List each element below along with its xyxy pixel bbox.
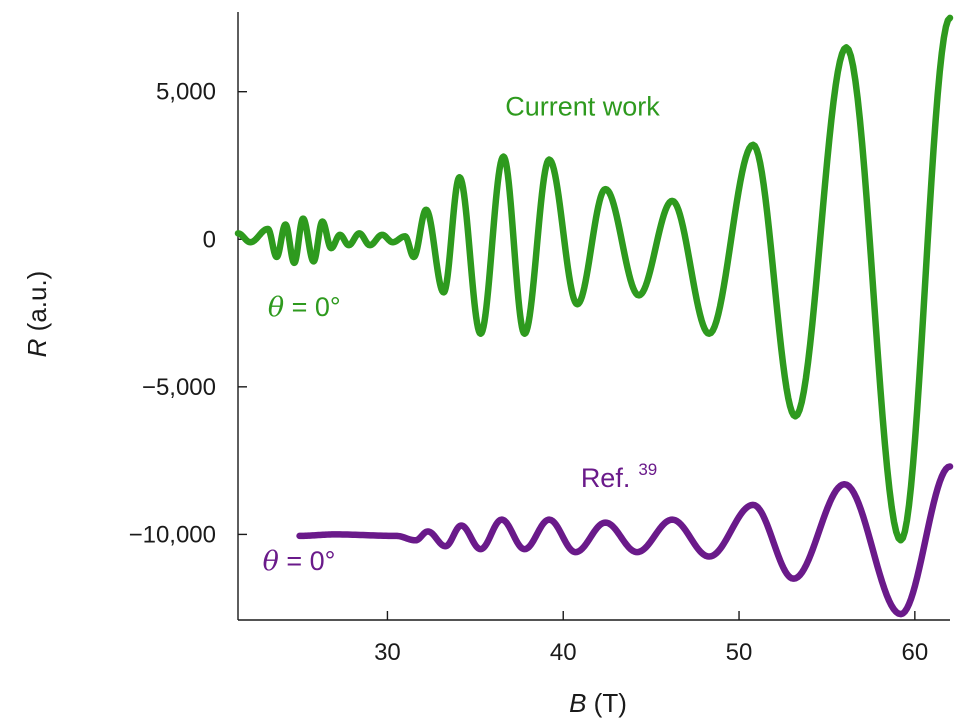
theta-annotation: θ = 0° xyxy=(268,292,341,323)
theta-value: = 0° xyxy=(279,546,336,576)
series-label: Ref. 39 xyxy=(581,460,657,493)
x-axis-title: B (T) xyxy=(569,688,627,718)
series-ref-39: Ref. 39 θ = 0° xyxy=(263,460,954,618)
theta-value: = 0° xyxy=(284,292,341,322)
x-tick-label: 60 xyxy=(901,639,928,666)
y-axis-unit: (a.u.) xyxy=(22,271,52,339)
series-line xyxy=(234,14,954,544)
series-line xyxy=(296,463,954,618)
y-axis-symbol: R xyxy=(22,339,52,358)
series-current-work: Current work θ = 0° xyxy=(234,14,954,544)
x-axis-unit: (T) xyxy=(586,688,626,718)
axes-frame xyxy=(237,12,950,621)
series-label-text: Current work xyxy=(505,91,660,121)
series-label-text: Ref. xyxy=(581,463,631,493)
x-tick-label: 30 xyxy=(374,639,401,666)
labels: B (T) R (a.u.) xyxy=(22,271,627,718)
x-tick-label: 40 xyxy=(550,639,577,666)
y-tick-label: −10,000 xyxy=(129,521,216,548)
y-axis-title: R (a.u.) xyxy=(22,271,52,358)
x-tick-label: 50 xyxy=(726,639,753,666)
ticks: 30 40 50 60 5,000 0 −5,000 −10,000 xyxy=(129,79,929,666)
series-label: Current work xyxy=(505,91,660,121)
theta-symbol: θ xyxy=(263,546,279,577)
x-axis-symbol: B xyxy=(569,688,586,718)
y-tick-label: −5,000 xyxy=(142,374,216,401)
series-layer: Current work θ = 0° Ref. 39 θ = 0° xyxy=(234,14,954,618)
theta-symbol: θ xyxy=(268,292,284,323)
y-tick-label: 5,000 xyxy=(156,79,216,106)
series-label-superscript: 39 xyxy=(638,460,657,479)
y-tick-label: 0 xyxy=(203,226,216,253)
theta-annotation: θ = 0° xyxy=(263,546,336,577)
